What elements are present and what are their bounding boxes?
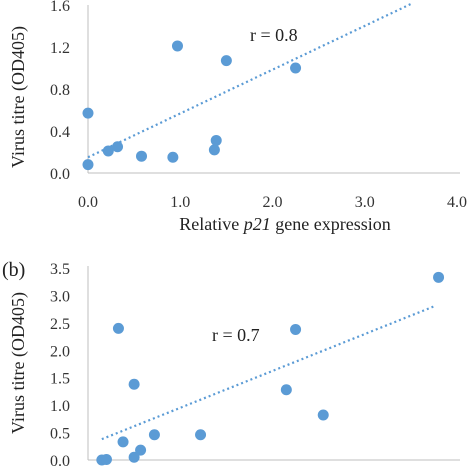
- panel-a-x-tick-labels: 0.0 1.0 2.0 3.0 4.0: [78, 194, 467, 211]
- panel-b-data-point: [280, 384, 292, 396]
- panel-a-x-tick-label: 2.0: [263, 194, 283, 211]
- panel-a-data-point: [102, 145, 114, 157]
- panel-b-y-tick-label: 1.0: [50, 398, 70, 415]
- panel-a-data-point: [208, 144, 220, 156]
- panel-b-trendline: [101, 305, 435, 441]
- panel-b-y-tick-label: 2.5: [50, 316, 70, 333]
- panel-b-data-point: [135, 444, 147, 456]
- panel-a-x-tick-label: 0.0: [78, 194, 98, 211]
- x-axis-title-gene-name: p21: [242, 214, 271, 234]
- panel-b-data-point: [290, 323, 302, 335]
- panel-a-x-axis-title: Relative p21 gene expression: [179, 214, 390, 234]
- panel-a-data-point: [82, 159, 94, 171]
- panel-b-label: (b): [2, 259, 25, 281]
- panel-b-points: [96, 271, 445, 466]
- panel-b-data-point: [317, 409, 329, 421]
- panel-b-data-point: [148, 429, 160, 441]
- panel-b-data-point: [433, 271, 445, 283]
- panel-a-correlation-label: r = 0.8: [250, 25, 298, 45]
- scatter-panel-b: (b) 0.0 0.5 1.0 1.5 2.0 2.5 3.0 3.5 r = 0.7 Vir…: [2, 259, 460, 470]
- panel-a-x-tick-label: 4.0: [447, 194, 467, 211]
- panel-b-y-axis-title: Virus titre (OD405): [8, 292, 29, 434]
- panel-b-data-point: [100, 453, 112, 465]
- panel-a-x-tick-label: 3.0: [355, 194, 375, 211]
- panel-b-data-point: [195, 429, 207, 441]
- panel-a-data-point: [112, 141, 124, 153]
- panel-b-y-tick-label: 1.5: [50, 371, 70, 388]
- panel-a-y-tick-label: 0.8: [50, 82, 70, 99]
- panel-a-y-tick-label: 1.6: [50, 0, 70, 15]
- panel-b-data-point: [128, 451, 140, 463]
- panel-a-y-tick-label: 0.4: [50, 124, 70, 141]
- panel-a-x-tick-label: 1.0: [170, 194, 190, 211]
- panel-a-data-point: [82, 107, 94, 119]
- panel-a-data-point: [136, 150, 148, 162]
- panel-a-y-axis-title: Virus titre (OD405): [8, 26, 29, 168]
- panel-a-data-point: [220, 55, 232, 67]
- panel-b-y-tick-label: 3.5: [50, 261, 70, 278]
- panel-b-y-tick-label: 0.5: [50, 426, 70, 443]
- panel-b-data-point: [117, 436, 129, 448]
- scatter-panel-a: 0.00.40.81.21.6 0.0 1.0 2.0 3.0 4.0 r = 0.8 …: [8, 0, 467, 234]
- panel-b-y-tick-label: 2.0: [50, 343, 70, 360]
- panel-a-data-point: [210, 134, 222, 146]
- panel-a-y-tick-label: 1.2: [50, 40, 70, 57]
- panel-b-data-point: [112, 322, 124, 334]
- x-axis-title-part-3: gene expression: [271, 214, 391, 234]
- panel-a-points: [82, 40, 302, 171]
- panel-a-data-point: [167, 151, 179, 163]
- panel-a-data-point: [290, 62, 302, 74]
- panel-b-y-tick-label: 3.0: [50, 288, 70, 305]
- panel-a-y-tick-labels: 0.0 0.4 0.8 1.2 1.6: [50, 0, 70, 183]
- panel-b-y-tick-labels: 0.0 0.5 1.0 1.5 2.0 2.5 3.0 3.5: [50, 261, 70, 470]
- panel-b-correlation-label: r = 0.7: [212, 325, 260, 345]
- panel-a-data-point: [171, 40, 183, 52]
- panel-a-y-tick-label: 0.0: [50, 166, 70, 183]
- panel-b-data-point: [128, 378, 140, 390]
- panel-b-y-tick-label: 0.0: [50, 453, 70, 470]
- x-axis-title-part-1: Relative: [179, 214, 243, 234]
